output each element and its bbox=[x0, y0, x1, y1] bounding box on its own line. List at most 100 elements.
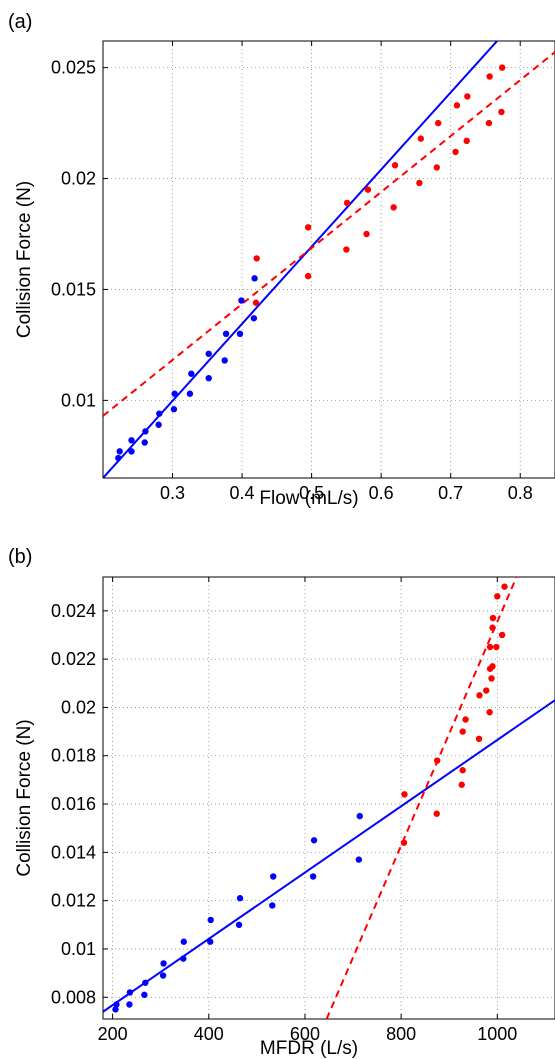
red-data-point bbox=[417, 135, 424, 142]
panel-label: (a) bbox=[8, 11, 32, 33]
blue-data-point bbox=[250, 315, 258, 322]
red-data-point bbox=[488, 675, 495, 682]
y-tick-label: 0.02 bbox=[61, 697, 96, 717]
red-data-point bbox=[486, 643, 494, 651]
blue-data-point bbox=[207, 938, 214, 945]
panel-a: (a) 0.3 0.4 0.5 0.6 0.7 0.8 0.01 0.015 0.02 0.025 F… bbox=[8, 11, 555, 509]
x-axis-label: MFDR (L/s) bbox=[260, 1038, 358, 1059]
y-axis-label: Collision Force (N) bbox=[14, 719, 35, 876]
red-data-point bbox=[391, 162, 399, 169]
blue-data-point bbox=[160, 960, 167, 967]
blue-data-point bbox=[222, 330, 230, 338]
blue-data-point bbox=[115, 454, 122, 462]
red-data-point bbox=[462, 716, 469, 723]
red-data-point bbox=[494, 593, 501, 600]
blue-data-point bbox=[269, 902, 276, 909]
red-data-point bbox=[485, 119, 493, 127]
y-tick-label: 0.016 bbox=[51, 794, 96, 814]
x-tick-label: 0.3 bbox=[160, 483, 185, 503]
red-data-point bbox=[489, 614, 497, 622]
red-data-point bbox=[401, 791, 408, 798]
blue-data-point bbox=[205, 374, 212, 382]
x-tick-label: 0.6 bbox=[369, 483, 394, 503]
blue-data-point bbox=[113, 1001, 120, 1008]
blue-data-point bbox=[310, 837, 318, 844]
blue-data-point bbox=[356, 812, 363, 820]
blue-data-point bbox=[188, 370, 195, 377]
x-tick-label: 800 bbox=[386, 1024, 416, 1044]
blue-data-point bbox=[238, 297, 245, 304]
red-data-point bbox=[390, 204, 397, 211]
red-dashed-fit-line bbox=[103, 51, 555, 417]
blue-data-point bbox=[156, 410, 163, 417]
blue-data-point bbox=[128, 437, 135, 444]
red-data-point bbox=[253, 255, 260, 262]
red-data-point bbox=[453, 102, 461, 109]
plot-frame bbox=[102, 576, 555, 1020]
blue-data-point bbox=[186, 390, 194, 397]
red-data-point bbox=[459, 767, 466, 774]
plot-frame bbox=[102, 40, 555, 479]
x-tick-label: 0.8 bbox=[508, 483, 533, 503]
blue-data-point bbox=[116, 448, 123, 455]
x-tick-label: 600 bbox=[290, 1024, 320, 1044]
red-data-point bbox=[343, 199, 351, 207]
red-data-point bbox=[486, 709, 493, 716]
red-data-point bbox=[501, 583, 508, 590]
red-data-point bbox=[459, 728, 466, 735]
blue-data-point bbox=[236, 895, 244, 902]
red-data-point bbox=[475, 735, 483, 743]
x-tick-label: 200 bbox=[98, 1024, 128, 1044]
x-tick-label: 0.5 bbox=[299, 483, 324, 503]
y-tick-label: 0.014 bbox=[51, 842, 96, 862]
plot-area bbox=[103, 577, 555, 1019]
red-data-point bbox=[416, 179, 423, 187]
blue-data-point bbox=[159, 972, 167, 979]
red-data-point bbox=[464, 93, 471, 100]
blue-data-point bbox=[141, 439, 148, 446]
x-axis-label: Flow (mL/s) bbox=[259, 488, 358, 509]
red-data-point bbox=[400, 839, 408, 846]
y-tick-label: 0.012 bbox=[51, 891, 96, 911]
red-data-point bbox=[498, 108, 505, 116]
red-data-point bbox=[463, 137, 470, 145]
panel-b: (b) 200 400 600 800 1000 0.008 0.01 0.012 0.014 0.… bbox=[8, 546, 555, 1059]
blue-solid-fit-line bbox=[103, 41, 499, 478]
y-axis-label: Collision Force (N) bbox=[14, 181, 35, 338]
y-tick-label: 0.008 bbox=[51, 987, 96, 1007]
blue-data-point bbox=[142, 428, 149, 435]
blue-data-point bbox=[221, 357, 228, 364]
red-data-point bbox=[498, 631, 506, 639]
y-tick-label: 0.022 bbox=[51, 649, 96, 669]
x-tick-label: 1000 bbox=[477, 1024, 517, 1044]
blue-solid-fit-line bbox=[103, 699, 555, 1013]
red-dashed-fit-line bbox=[325, 577, 518, 1019]
blue-data-point bbox=[170, 406, 178, 413]
red-data-point bbox=[304, 272, 312, 280]
y-tick-label: 0.01 bbox=[61, 390, 96, 410]
red-data-point bbox=[483, 687, 490, 694]
red-data-point bbox=[433, 164, 440, 171]
y-tick-label: 0.02 bbox=[61, 169, 96, 189]
blue-data-point bbox=[171, 390, 178, 397]
x-tick-label: 0.4 bbox=[230, 483, 255, 503]
blue-data-point bbox=[180, 938, 187, 945]
x-tick-label: 0.7 bbox=[438, 483, 463, 503]
red-data-point bbox=[364, 186, 372, 193]
red-data-point bbox=[476, 692, 483, 699]
red-data-point bbox=[343, 246, 350, 253]
red-data-point bbox=[493, 643, 500, 651]
red-data-point bbox=[252, 299, 260, 306]
red-data-point bbox=[304, 224, 312, 231]
blue-data-point bbox=[270, 873, 277, 880]
red-data-point bbox=[363, 230, 370, 238]
red-data-point bbox=[489, 663, 496, 670]
y-tick-label: 0.01 bbox=[61, 939, 96, 959]
blue-data-point bbox=[180, 955, 187, 962]
red-data-point bbox=[433, 810, 440, 817]
blue-data-point bbox=[205, 350, 212, 357]
red-data-point bbox=[452, 148, 459, 156]
y-tick-label: 0.024 bbox=[51, 601, 96, 621]
red-data-point bbox=[489, 624, 496, 631]
